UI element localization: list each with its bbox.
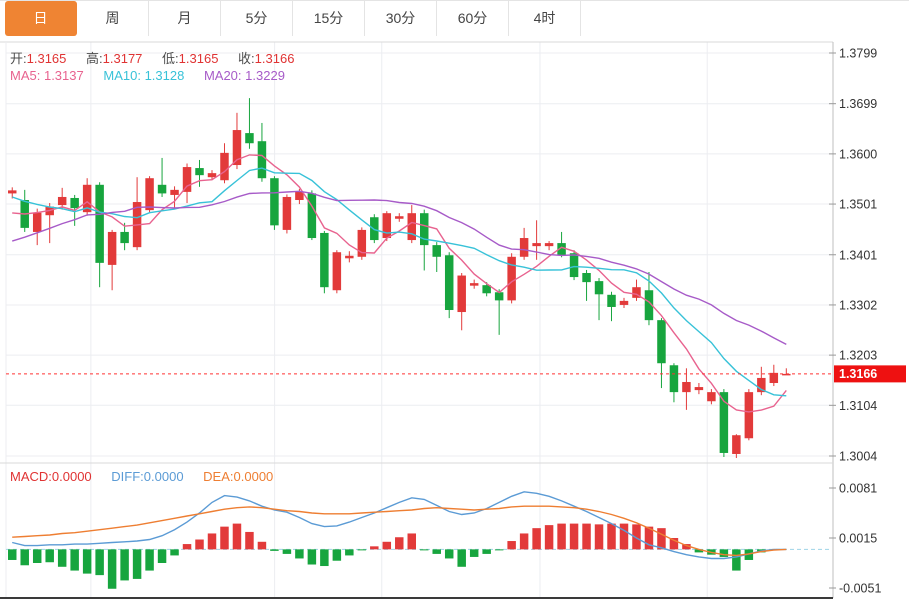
candlestick-chart[interactable]: 1.3166 1.3799 1.3699 1.3600 1.3501 1.3401 1.33… xyxy=(0,36,909,604)
svg-text:1.3004: 1.3004 xyxy=(839,450,877,464)
ma20-label: MA20: xyxy=(203,68,242,83)
diff-value: 0.0000 xyxy=(143,469,184,484)
high-value: 1.3177 xyxy=(102,51,143,66)
tab-60min[interactable]: 60分 xyxy=(437,1,509,36)
tab-15min[interactable]: 15分 xyxy=(293,1,365,36)
svg-text:1.3166: 1.3166 xyxy=(839,367,877,381)
ma5-value: 1.3137 xyxy=(43,68,84,83)
svg-text:1.3203: 1.3203 xyxy=(839,349,877,363)
dea-value: 0.0000 xyxy=(233,469,274,484)
period-toolbar: 日 周 月 5分 15分 30分 60分 4时 xyxy=(0,0,909,37)
svg-text:1.3302: 1.3302 xyxy=(839,298,877,312)
svg-text:0.0015: 0.0015 xyxy=(839,532,877,546)
tab-5min[interactable]: 5分 xyxy=(221,1,293,36)
ma-readout: MA5: 1.3137 MA10: 1.3128 MA20: 1.3229 xyxy=(10,68,301,83)
svg-text:1.3799: 1.3799 xyxy=(839,47,877,61)
svg-text:1.3401: 1.3401 xyxy=(839,248,877,262)
open-label: 开: xyxy=(10,51,27,66)
low-label: 低: xyxy=(162,51,179,66)
tab-week[interactable]: 周 xyxy=(77,1,149,36)
ma10-label: MA10: xyxy=(103,68,141,83)
diff-label: DIFF: xyxy=(111,469,144,484)
tab-day[interactable]: 日 xyxy=(5,1,77,36)
macd-label: MACD: xyxy=(10,469,52,484)
tab-30min[interactable]: 30分 xyxy=(365,1,437,36)
tab-4hour[interactable]: 4时 xyxy=(509,1,581,36)
tab-month[interactable]: 月 xyxy=(149,1,221,36)
ma10-value: 1.3128 xyxy=(144,68,185,83)
dea-label: DEA: xyxy=(203,469,234,484)
svg-text:1.3501: 1.3501 xyxy=(839,198,877,212)
open-value: 1.3165 xyxy=(26,51,67,66)
high-label: 高: xyxy=(86,51,103,66)
low-value: 1.3165 xyxy=(178,51,219,66)
svg-text:0.0081: 0.0081 xyxy=(839,482,877,496)
close-label: 收: xyxy=(238,51,255,66)
svg-text:1.3600: 1.3600 xyxy=(839,147,877,161)
close-value: 1.3166 xyxy=(254,51,295,66)
ma5-label: MA5: xyxy=(10,68,41,83)
ma20-value: 1.3229 xyxy=(245,68,285,83)
ohlc-readout: 开:1.3165 高:1.3177 低:1.3165 收:1.3166 xyxy=(10,48,310,67)
svg-text:1.3104: 1.3104 xyxy=(839,399,877,413)
macd-value: 0.0000 xyxy=(51,469,92,484)
macd-readout: MACD:0.0000 DIFF:0.0000 DEA:0.0000 xyxy=(10,469,289,484)
svg-text:1.3699: 1.3699 xyxy=(839,97,877,111)
svg-text:-0.0051: -0.0051 xyxy=(839,582,881,596)
